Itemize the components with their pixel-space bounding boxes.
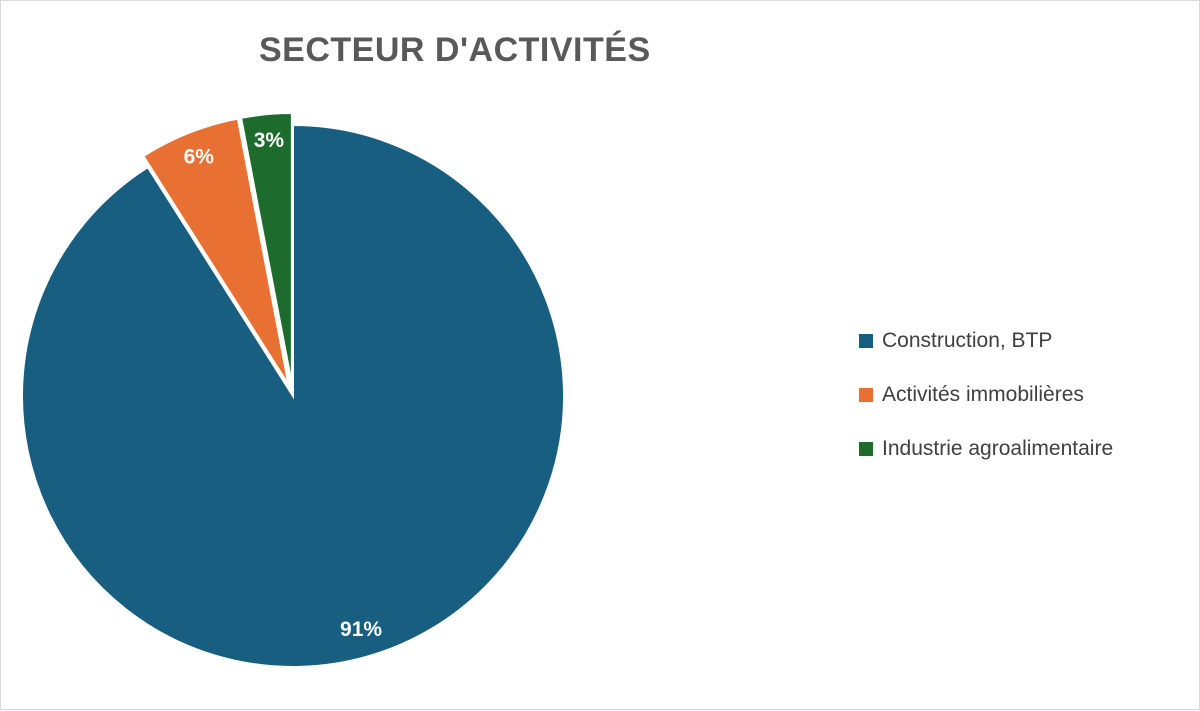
legend-item-construction: Construction, BTP <box>859 327 1113 355</box>
slice-agroalimentaire <box>239 112 293 385</box>
legend: Construction, BTP Activités immobilières… <box>859 327 1113 489</box>
legend-label-immobilier: Activités immobilières <box>882 383 1084 406</box>
data-label-construction: 91% <box>340 618 382 641</box>
legend-item-agroalimentaire: Industrie agroalimentaire <box>859 435 1113 463</box>
legend-swatch-immobilier <box>859 388 873 402</box>
legend-label-construction: Construction, BTP <box>882 329 1053 352</box>
legend-label-agroalimentaire: Industrie agroalimentaire <box>882 437 1114 460</box>
legend-swatch-construction <box>859 334 873 348</box>
chart-title: SECTEUR D'ACTIVITÉS <box>259 31 651 69</box>
legend-swatch-agroalimentaire <box>859 442 873 456</box>
slice-construction <box>21 123 565 668</box>
data-label-immobilier: 6% <box>184 146 215 169</box>
legend-item-immobilier: Activités immobilières <box>859 381 1113 409</box>
data-label-agroalimentaire: 3% <box>254 129 285 152</box>
slice-immobilier <box>141 117 290 386</box>
